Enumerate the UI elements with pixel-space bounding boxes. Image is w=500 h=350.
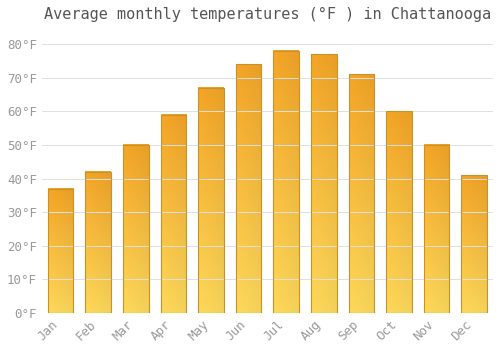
Bar (311, 54, 336, 313)
Bar (86, 172, 111, 313)
Bar (123, 145, 148, 313)
Bar (236, 64, 262, 313)
Bar (198, 88, 224, 313)
Bar (160, 115, 186, 313)
Bar (462, 175, 487, 313)
Bar (424, 145, 450, 313)
Title: Average monthly temperatures (°F ) in Chattanooga: Average monthly temperatures (°F ) in Ch… (44, 7, 491, 22)
Bar (386, 111, 412, 313)
Bar (48, 189, 74, 313)
Bar (348, 74, 374, 313)
Bar (274, 51, 299, 313)
